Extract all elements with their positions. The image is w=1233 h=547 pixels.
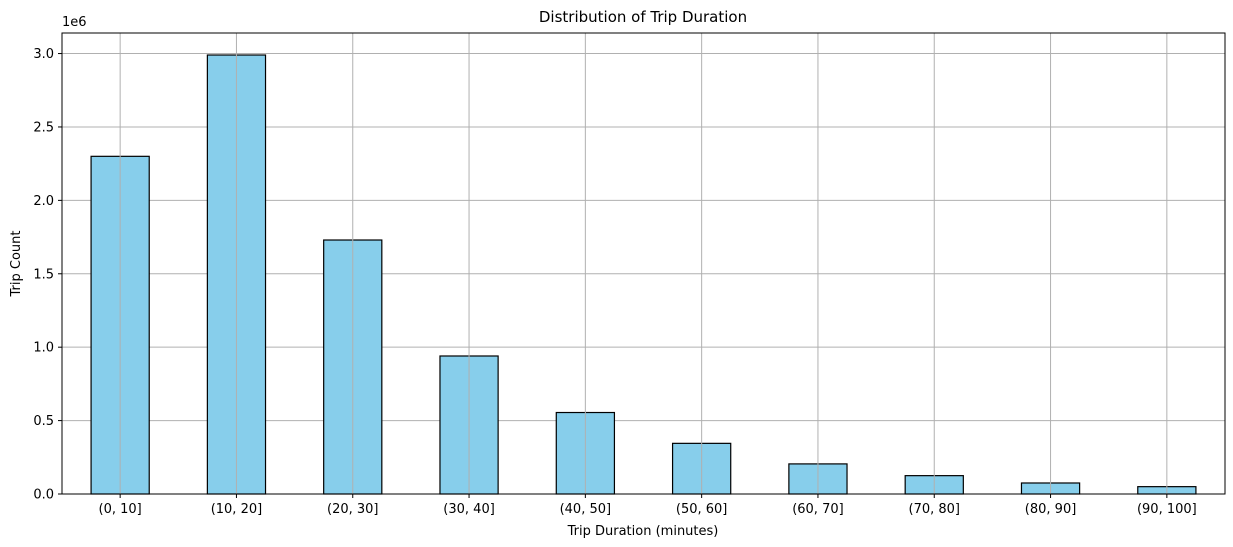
x-tick-label: (70, 80]: [909, 502, 961, 517]
x-tick-label: (60, 70]: [792, 502, 844, 517]
x-tick-label: (0, 10]: [99, 502, 142, 517]
y-offset-label: 1e6: [62, 15, 87, 30]
x-tick-label: (30, 40]: [443, 502, 495, 517]
y-axis-label: Trip Count: [9, 231, 24, 298]
x-tick-label: (40, 50]: [560, 502, 612, 517]
y-axis-ticks: 0.0 0.5 1.0 1.5 2.0 2.5 3.0: [33, 47, 62, 503]
y-tick-label: 1.5: [33, 267, 54, 282]
y-tick-label: 2.0: [33, 194, 54, 209]
x-tick-label: (10, 20]: [211, 502, 263, 517]
plot-frame: [61, 32, 1226, 495]
x-axis-ticks: (0, 10] (10, 20] (20, 30] (30, 40] (40, 50] (…: [99, 494, 1197, 517]
bars: [90, 33, 1197, 495]
y-tick-label: 2.5: [33, 120, 54, 135]
x-tick-label: (50, 60]: [676, 502, 728, 517]
chart-title: Distribution of Trip Duration: [539, 8, 747, 26]
x-tick-label: (90, 100]: [1137, 502, 1197, 517]
y-tick-label: 1.0: [33, 341, 54, 356]
x-tick-label: (20, 30]: [327, 502, 379, 517]
x-axis-label: Trip Duration (minutes): [567, 524, 719, 539]
y-tick-label: 0.5: [33, 414, 54, 429]
y-tick-label: 0.0: [33, 488, 54, 503]
x-tick-label: (80, 90]: [1025, 502, 1077, 517]
y-tick-label: 3.0: [33, 47, 54, 62]
